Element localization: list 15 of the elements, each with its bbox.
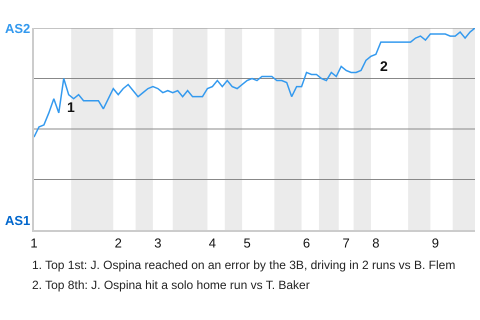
- x-tick-label: 8: [372, 235, 380, 250]
- x-tick-label: 3: [154, 235, 162, 250]
- annotation: 1: [67, 99, 75, 115]
- annotation: 2: [380, 58, 388, 74]
- text: 2. Top 8th: J. Ospina hit a solo home run vs T. Baker: [32, 278, 310, 292]
- x-tick-label: 2: [114, 235, 122, 250]
- text: AS1: [5, 213, 30, 228]
- x-tick-label: 5: [243, 235, 251, 250]
- x-tick-label: 1: [30, 235, 38, 250]
- x-tick-label: 7: [342, 235, 350, 250]
- x-tick-label: 6: [302, 235, 310, 250]
- x-tick-label: 9: [432, 235, 439, 250]
- text: AS2: [5, 21, 30, 36]
- text: 1. Top 1st: J. Ospina reached on an error by the 3B, driving in 2 runs vs B. Flem: [32, 258, 456, 272]
- x-tick-label: 4: [208, 235, 216, 250]
